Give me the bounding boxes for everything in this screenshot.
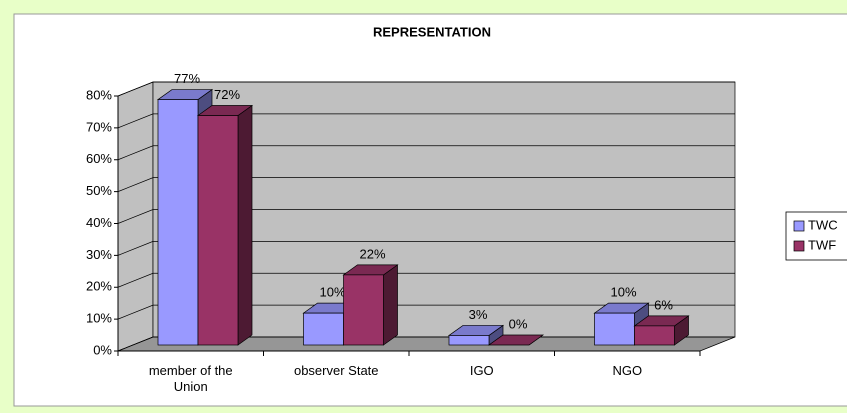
data-label: 77% xyxy=(174,71,200,86)
x-tick-label: IGO xyxy=(469,363,494,378)
grid-line xyxy=(117,336,735,352)
grid-line xyxy=(117,81,735,97)
bar xyxy=(343,274,384,346)
y-tick-label: 10% xyxy=(86,311,112,326)
y-tick-label: 60% xyxy=(86,151,112,166)
data-label: 72% xyxy=(214,87,240,102)
data-label: 10% xyxy=(610,285,636,300)
y-tick-label: 0% xyxy=(93,342,112,357)
x-tick-label: observer State xyxy=(293,363,379,378)
bar xyxy=(303,312,344,346)
legend-swatch xyxy=(793,240,805,252)
y-tick-label: 70% xyxy=(86,119,112,134)
legend-swatch xyxy=(793,220,805,232)
bar xyxy=(197,115,239,346)
grid-line xyxy=(117,209,735,224)
legend-label: TWF xyxy=(808,237,836,252)
bar xyxy=(594,312,635,346)
grid-line xyxy=(117,113,735,129)
data-label: 10% xyxy=(319,285,345,300)
grid-line xyxy=(117,145,735,161)
y-tick-label: 30% xyxy=(86,247,112,262)
data-label: 3% xyxy=(469,307,488,322)
x-tick-label: NGO xyxy=(612,363,643,378)
data-label: 22% xyxy=(359,246,385,261)
data-label: 6% xyxy=(654,297,673,312)
grid-line xyxy=(117,304,735,320)
legend-box xyxy=(785,211,847,261)
x-tick-label: member of the Union xyxy=(148,363,233,394)
legend-label: TWC xyxy=(808,217,838,232)
grid-line xyxy=(117,241,735,256)
bar-top xyxy=(487,334,545,346)
bar-side xyxy=(383,264,398,346)
chart-title: REPRESENTATION xyxy=(373,24,491,39)
y-tick-label: 50% xyxy=(86,183,112,198)
y-tick-label: 80% xyxy=(86,87,112,102)
bar xyxy=(634,325,675,346)
bar-side xyxy=(237,104,253,346)
bar xyxy=(448,335,490,346)
data-label: 0% xyxy=(509,316,528,331)
bar xyxy=(157,99,199,346)
grid-line xyxy=(117,272,735,288)
y-tick-label: 20% xyxy=(86,279,112,294)
y-tick-label: 40% xyxy=(86,215,112,230)
grid-line xyxy=(117,177,735,192)
